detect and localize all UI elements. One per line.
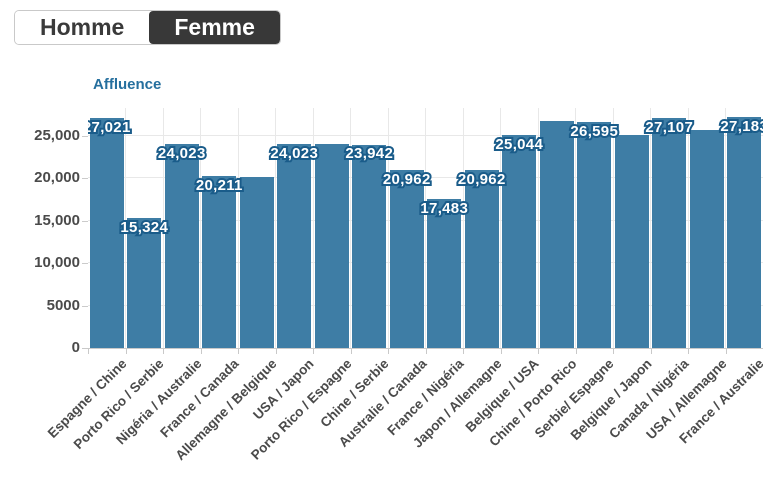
y-tick-label: 20,000 [34, 169, 80, 186]
x-tick-mark [613, 349, 614, 354]
v-gridline [500, 108, 501, 348]
v-gridline [425, 108, 426, 348]
bar-7[interactable] [314, 144, 349, 348]
y-tick-mark [82, 305, 88, 307]
x-tick-mark [163, 349, 164, 354]
x-category-label: Espagne / Chine [44, 356, 130, 441]
v-gridline [462, 108, 464, 348]
v-gridline [725, 108, 726, 348]
x-tick-mark [650, 349, 652, 354]
bar-value-label: 27,183 [718, 116, 763, 137]
bar-value-label: 17,483 [418, 198, 469, 219]
bar-value-label: 20,962 [456, 169, 507, 190]
v-gridline [237, 108, 239, 348]
tab-homme[interactable]: Homme [15, 11, 150, 44]
bar-1[interactable] [89, 118, 124, 348]
x-tick-mark [125, 349, 127, 354]
bar-18[interactable] [727, 116, 762, 348]
x-tick-mark [350, 349, 352, 354]
x-axis-line [82, 348, 763, 349]
x-tick-mark [200, 349, 202, 354]
bar-value-label: 25,044 [493, 134, 544, 155]
chart-title: Affluence [93, 76, 162, 93]
bar-value-label: 20,211 [194, 175, 245, 196]
y-tick-label: 25,000 [34, 126, 80, 144]
v-gridline [162, 108, 164, 348]
bar-value-label: 15,324 [118, 217, 169, 238]
y-tick-mark [82, 135, 88, 137]
bar-value-label: 20,962 [381, 169, 432, 190]
tab-femme[interactable]: Femme [149, 11, 280, 44]
bar-value-label: 24,023 [156, 143, 207, 164]
bar-14[interactable] [577, 121, 612, 348]
x-tick-mark [688, 349, 689, 354]
x-tick-mark [575, 349, 577, 354]
bar-17[interactable] [689, 130, 724, 348]
x-tick-mark [275, 349, 277, 354]
bar-10[interactable] [427, 199, 462, 348]
v-gridline [200, 108, 201, 348]
bar-5[interactable] [239, 177, 274, 348]
y-tick-label: 10,000 [34, 254, 80, 271]
bar-6[interactable] [277, 143, 312, 348]
v-gridline [350, 108, 351, 348]
x-tick-mark [425, 349, 427, 354]
bar-13[interactable] [539, 121, 574, 348]
x-tick-mark [538, 349, 539, 354]
bar-9[interactable] [389, 169, 424, 348]
bar-value-label: 27,021 [88, 117, 132, 138]
bar-2[interactable] [127, 217, 162, 348]
y-tick-label: 15,000 [34, 211, 80, 229]
bar-4[interactable] [202, 176, 237, 348]
v-gridline [387, 108, 389, 348]
v-gridline [575, 108, 576, 348]
bar-value-label: 23,942 [343, 143, 394, 164]
v-gridline [312, 108, 314, 348]
bar-value-label: 26,595 [568, 121, 619, 142]
bar-11[interactable] [464, 169, 499, 348]
y-tick-label: 5000 [46, 296, 80, 314]
bar-15[interactable] [614, 135, 649, 348]
v-gridline [650, 108, 651, 348]
bar-value-label: 27,107 [643, 117, 694, 138]
x-tick-mark [238, 349, 239, 354]
v-gridline [537, 108, 539, 348]
x-tick-mark [725, 349, 727, 354]
y-tick-mark [82, 220, 88, 222]
y-tick-mark [82, 263, 88, 264]
x-tick-mark [463, 349, 464, 354]
v-gridline [612, 108, 614, 348]
x-tick-mark [313, 349, 314, 354]
y-tick-mark [82, 178, 88, 179]
bar-16[interactable] [652, 117, 687, 348]
v-gridline [125, 108, 126, 348]
x-tick-mark [388, 349, 389, 354]
bar-chart-plot-area: 27,021 15,324 24,023 20,211 24,023 23,942 20,9… [88, 108, 763, 348]
bar-value-label: 24,023 [268, 143, 319, 164]
bar-8[interactable] [352, 144, 387, 348]
v-gridline [275, 108, 276, 348]
gender-tab-group: Homme Femme [14, 10, 281, 45]
v-gridline [687, 108, 689, 348]
y-tick-label: 0 [71, 339, 80, 356]
x-tick-mark [88, 349, 89, 354]
bar-12[interactable] [502, 135, 537, 348]
bar-3[interactable] [164, 143, 199, 348]
x-tick-mark [500, 349, 502, 354]
